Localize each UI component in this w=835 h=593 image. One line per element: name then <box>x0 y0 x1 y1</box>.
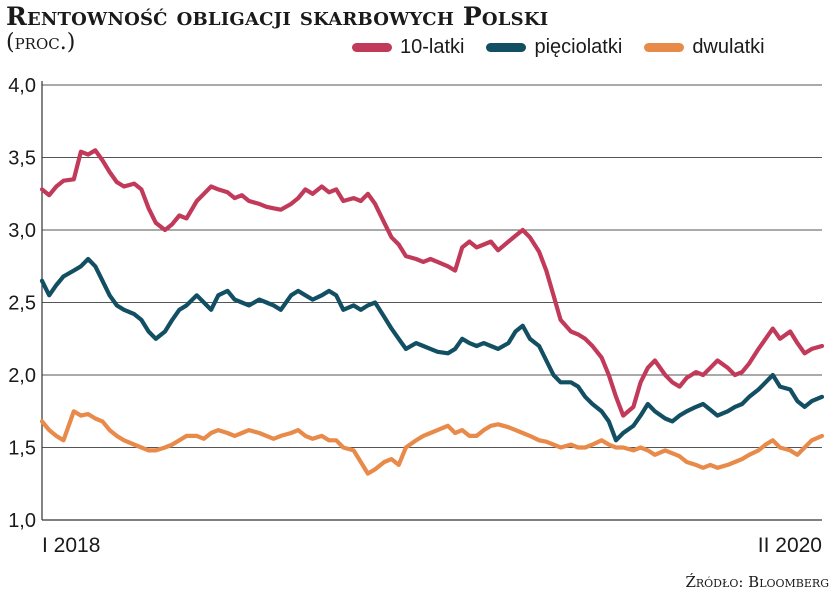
chart-title: Rentowność obligacji skarbowych Polski <box>6 2 549 31</box>
y-tick-label: 2,5 <box>8 293 36 315</box>
series-line-2 <box>39 409 825 476</box>
y-tick-label: 3,0 <box>8 220 36 242</box>
series-line-1 <box>39 256 825 443</box>
y-tick-label: 4,0 <box>8 75 36 97</box>
legend-item-10-latki: 10-latki <box>352 36 464 59</box>
y-tick-label: 1,0 <box>8 510 36 532</box>
y-tick-label: 3,5 <box>8 148 36 170</box>
series-line-0 <box>39 148 825 418</box>
y-tick-label: 1,5 <box>8 438 36 460</box>
legend-label: pięciolatki <box>534 36 623 58</box>
chart-subtitle: (proc.) <box>6 30 76 55</box>
legend-swatch <box>352 43 392 52</box>
x-tick-label: II 2020 <box>758 534 822 557</box>
legend-item-dwulatki: dwulatki <box>644 36 765 59</box>
x-tick-label: I 2018 <box>42 534 100 557</box>
legend-swatch <box>486 43 527 52</box>
legend-swatch <box>644 43 685 52</box>
y-tick-label: 2,0 <box>8 365 36 387</box>
legend-item-pieciolatki: pięciolatki <box>486 36 622 59</box>
source-note: Źródło: Bloomberg <box>685 573 829 591</box>
legend-label: 10-latki <box>400 36 465 58</box>
legend: 10-latki pięciolatki dwulatki <box>352 36 787 59</box>
legend-label: dwulatki <box>692 36 765 58</box>
